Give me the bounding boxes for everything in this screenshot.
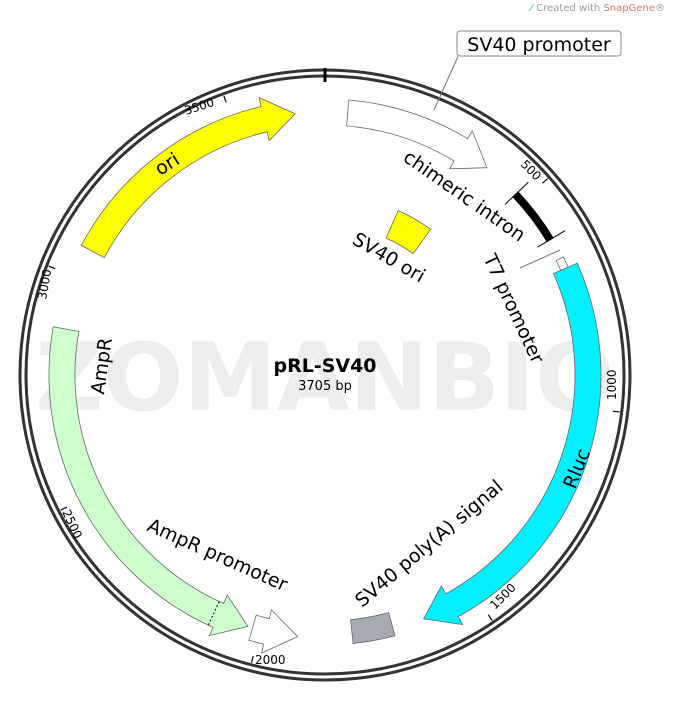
tick-label-3500: 3500 (183, 95, 216, 118)
tick-500 (542, 178, 549, 184)
t7-leader (519, 249, 561, 269)
tick-3500 (223, 95, 227, 103)
credit-prefix: Created with (536, 3, 604, 14)
rluc-feature[interactable] (422, 262, 602, 626)
tick-2500 (60, 506, 68, 511)
sv40-ori-feature[interactable] (385, 210, 432, 255)
watermark: ZOMANBIO (35, 324, 615, 433)
sv40-promoter-feature[interactable] (346, 99, 488, 170)
tick-marks (48, 95, 620, 663)
tick-3000 (48, 265, 56, 270)
tick-label-500: 500 (518, 157, 544, 183)
tick-label-1000: 1000 (605, 369, 619, 400)
ampr-promoter-boundary (207, 601, 220, 626)
plasmid-name: pRL-SV40 (273, 355, 376, 377)
ori-feature[interactable] (80, 96, 296, 259)
backbone (18, 68, 632, 682)
label-sv40-promoter[interactable]: SV40 promoter (467, 34, 611, 56)
callout-leader (433, 51, 461, 111)
tick-2000 (250, 655, 254, 663)
tick-label-2000: 2000 (255, 653, 286, 667)
tick-1500 (487, 614, 493, 621)
ampr-feature[interactable] (48, 326, 249, 637)
ampr-promoter-feature[interactable] (248, 609, 299, 654)
plasmid-length: 3705 bp (298, 379, 352, 394)
intron-end-mark (504, 182, 529, 205)
features (48, 96, 602, 654)
credit-suffix: ® (655, 3, 665, 14)
tick-label-2500: 2500 (59, 507, 85, 541)
intron-end-mark (537, 230, 566, 248)
snapgene-credit: ⁄ Created with SnapGene® (531, 3, 665, 14)
credit-brand: SnapGene (603, 3, 655, 14)
tick-label-3000: 3000 (35, 268, 54, 301)
callout-box (456, 30, 622, 57)
snapgene-logo-icon: ⁄ (530, 3, 533, 14)
tick-1000 (612, 410, 620, 413)
sv40-poly-a-signal-feature[interactable] (350, 612, 396, 644)
